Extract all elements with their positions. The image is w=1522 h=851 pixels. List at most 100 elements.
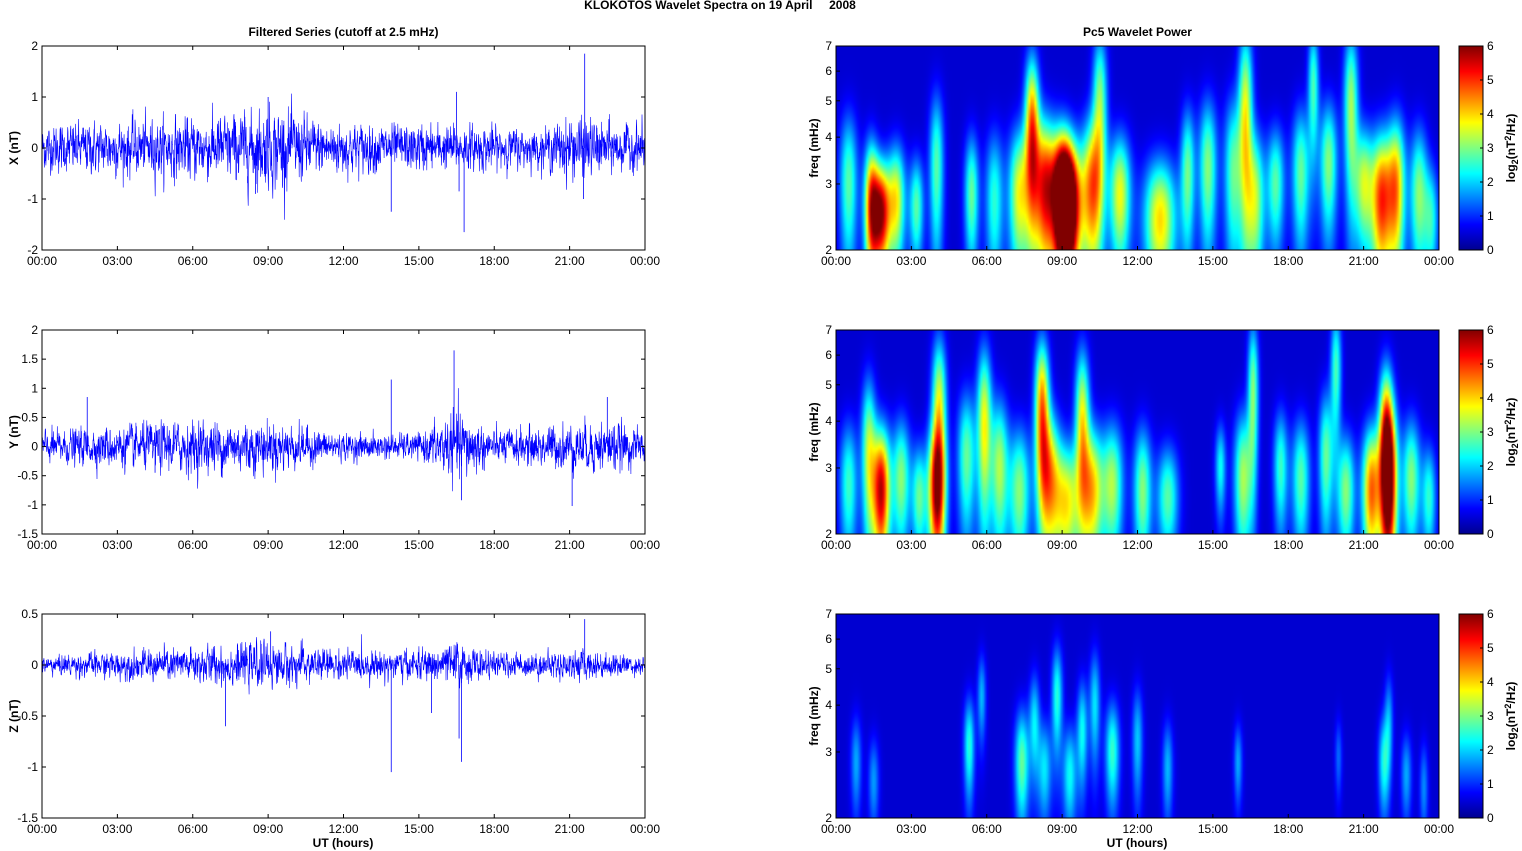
colorbar-tick-label: 5 — [1487, 641, 1494, 655]
x-tick-label: 00:00 — [27, 822, 57, 836]
x-tick-label: 18:00 — [479, 254, 509, 268]
x-tick-label: 21:00 — [555, 254, 585, 268]
y-tick-label: -1.5 — [17, 527, 38, 541]
signal-trace — [41, 388, 646, 492]
x-tick-label: 15:00 — [1198, 538, 1228, 552]
x-tick-label: 00:00 — [630, 254, 660, 268]
y-axis-label: X (nT) — [7, 131, 21, 165]
y-tick-label: 2 — [825, 243, 832, 257]
x-tick-label: 06:00 — [972, 538, 1002, 552]
wavelet-power-heatmap — [836, 330, 1439, 534]
x-tick-label: 12:00 — [1122, 538, 1152, 552]
wavelet-power-heatmap — [836, 614, 1439, 818]
z-filtered-series-plot: 0.50-0.5-1-1.500:00 03:00 06:00 09:00 12:00 1… — [7, 607, 660, 836]
colorbar-tick-label: 5 — [1487, 357, 1494, 371]
y-tick-label: 4 — [825, 414, 832, 428]
y-tick-label: 2 — [825, 811, 832, 825]
y-tick-label: 7 — [825, 39, 832, 53]
x-tick-label: 06:00 — [178, 538, 208, 552]
x-tick-label: 12:00 — [328, 254, 358, 268]
y-tick-label: 0.5 — [21, 607, 38, 621]
x-tick-label: 09:00 — [253, 254, 283, 268]
x-tick-label: 09:00 — [1047, 822, 1077, 836]
x-tick-label: 03:00 — [896, 822, 926, 836]
figure-title: KLOKOTOS Wavelet Spectra on 19 April 200… — [584, 0, 856, 12]
y-tick-label: 5 — [825, 378, 832, 392]
colorbar-label: log2(nT2/Hz) — [1503, 682, 1520, 751]
x-tick-label: 21:00 — [555, 538, 585, 552]
y-tick-label: 7 — [825, 607, 832, 621]
y-axis-label: Y (nT) — [7, 415, 21, 449]
x-tick-label: 12:00 — [1122, 254, 1152, 268]
y-tick-label: 2 — [825, 527, 832, 541]
x-tick-label: 00:00 — [1424, 822, 1454, 836]
colorbar-tick-label: 3 — [1487, 425, 1494, 439]
y-tick-label: 0 — [31, 440, 38, 454]
x-tick-label: 06:00 — [972, 822, 1002, 836]
y-tick-label: 0.5 — [21, 410, 38, 424]
x-tick-label: 06:00 — [972, 254, 1002, 268]
x-tick-label: 15:00 — [1198, 254, 1228, 268]
y-tick-label: 7 — [825, 323, 832, 337]
signal-trace — [41, 93, 646, 220]
y-axis-label: freq (mHz) — [807, 118, 821, 177]
x-tick-label: 00:00 — [27, 254, 57, 268]
colorbar-tick-label: 4 — [1487, 675, 1494, 689]
x-tick-label: 15:00 — [404, 822, 434, 836]
y-tick-label: 1 — [31, 381, 38, 395]
colorbar-label: log2(nT2/Hz) — [1503, 398, 1520, 467]
y-tick-label: 2 — [31, 323, 38, 337]
x-tick-label: 00:00 — [821, 254, 851, 268]
x-tick-label: 00:00 — [630, 538, 660, 552]
x-tick-label: 03:00 — [102, 822, 132, 836]
colorbar-tick-label: 5 — [1487, 73, 1494, 87]
x-tick-label: 00:00 — [1424, 254, 1454, 268]
x-tick-label: 18:00 — [1273, 822, 1303, 836]
y-tick-label: 6 — [825, 348, 832, 362]
x-axis-label-right: UT (hours) — [1107, 836, 1168, 850]
x-tick-label: 00:00 — [821, 822, 851, 836]
y-tick-label: 3 — [825, 177, 832, 191]
x-axis-label-left: UT (hours) — [313, 836, 374, 850]
colorbar — [1458, 329, 1484, 535]
signal-trace — [41, 634, 646, 695]
colorbar-tick-label: 1 — [1487, 209, 1494, 223]
x-tick-label: 21:00 — [1349, 254, 1379, 268]
colorbar-tick-label: 2 — [1487, 459, 1494, 473]
x-tick-label: 18:00 — [479, 822, 509, 836]
colorbar-tick-label: 6 — [1487, 607, 1494, 621]
x-tick-label: 15:00 — [1198, 822, 1228, 836]
colorbar-tick-label: 2 — [1487, 743, 1494, 757]
plot-area — [42, 614, 645, 818]
y-tick-label: -1.5 — [17, 811, 38, 825]
panel-title: Filtered Series (cutoff at 2.5 mHz) — [248, 25, 438, 39]
colorbar-tick-label: 1 — [1487, 777, 1494, 791]
x-filtered-series-plot: 210-1-200:00 03:00 06:00 09:00 12:00 15:00 18:… — [7, 25, 660, 268]
y-tick-label: 3 — [825, 461, 832, 475]
y-tick-label: 0 — [31, 658, 38, 672]
y-tick-label: 4 — [825, 698, 832, 712]
colorbar-tick-label: 4 — [1487, 391, 1494, 405]
y-tick-label: 0 — [31, 141, 38, 155]
colorbar — [1458, 613, 1484, 819]
x-tick-label: 18:00 — [1273, 538, 1303, 552]
x-tick-label: 00:00 — [630, 822, 660, 836]
y-tick-label: 6 — [825, 632, 832, 646]
y-tick-label: 4 — [825, 130, 832, 144]
colorbar-label: log2(nT2/Hz) — [1503, 114, 1520, 183]
colorbar-tick-label: 3 — [1487, 709, 1494, 723]
y-tick-label: 1.5 — [21, 352, 38, 366]
x-tick-label: 03:00 — [102, 254, 132, 268]
x-tick-label: 06:00 — [178, 822, 208, 836]
x-tick-label: 21:00 — [555, 822, 585, 836]
y-tick-label: 2 — [31, 39, 38, 53]
x-tick-label: 06:00 — [178, 254, 208, 268]
wavelet-power-heatmap — [836, 46, 1439, 250]
y-axis-label: freq (mHz) — [807, 686, 821, 745]
y-tick-label: 5 — [825, 94, 832, 108]
y-tick-label: -0.5 — [17, 709, 38, 723]
colorbar-tick-label: 6 — [1487, 39, 1494, 53]
